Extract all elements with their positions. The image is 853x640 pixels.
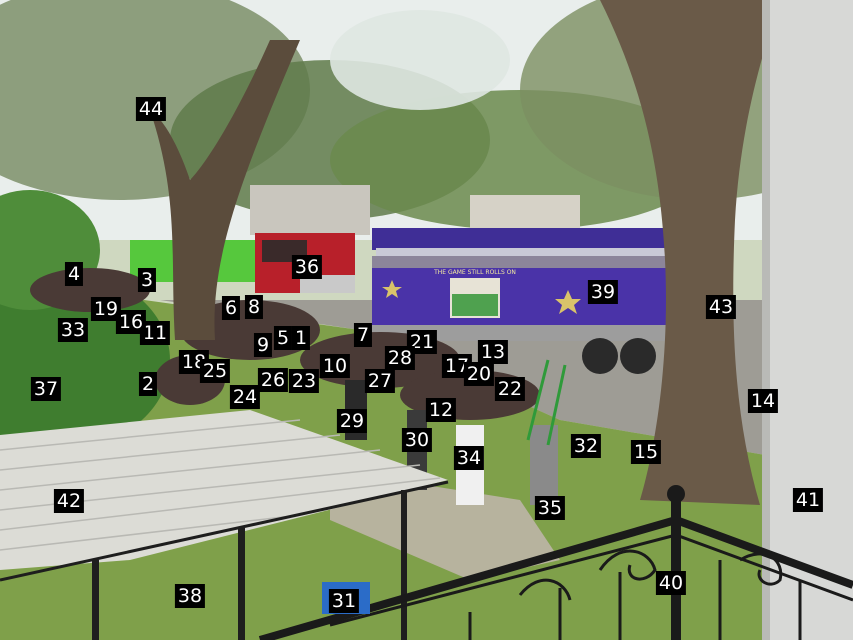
- label-23: 23: [288, 369, 320, 393]
- label-26: 26: [257, 368, 289, 392]
- label-44: 44: [135, 97, 167, 121]
- label-32: 32: [570, 434, 602, 458]
- sidewalk: [330, 470, 560, 580]
- label-29: 29: [336, 409, 368, 433]
- label-35: 35: [534, 496, 566, 520]
- label-10: 10: [319, 354, 351, 378]
- label-2: 2: [138, 372, 158, 396]
- purple-float: THE GAME STILL ROLLS ON: [372, 228, 668, 374]
- tree-trunk-right: [600, 0, 780, 505]
- porch-roof: [0, 410, 448, 570]
- label-14: 14: [747, 389, 779, 413]
- label-39: 39: [587, 280, 619, 304]
- label-33: 33: [57, 318, 89, 342]
- porch-post: [401, 490, 407, 640]
- label-40: 40: [655, 571, 687, 595]
- label-43: 43: [705, 295, 737, 319]
- ladder: [526, 359, 567, 446]
- label-5: 5: [273, 326, 293, 350]
- label-13: 13: [477, 340, 509, 364]
- label-27: 27: [364, 369, 396, 393]
- label-42: 42: [53, 489, 85, 513]
- label-37: 37: [30, 377, 62, 401]
- porch-post: [92, 560, 99, 640]
- porch-post: [238, 528, 245, 640]
- roof-edge: [0, 480, 449, 582]
- label-20: 20: [463, 362, 495, 386]
- label-34: 34: [453, 446, 485, 470]
- label-7: 7: [353, 323, 373, 347]
- label-41: 41: [792, 488, 824, 512]
- background-house: [250, 185, 370, 235]
- label-4: 4: [64, 262, 84, 286]
- label-8: 8: [244, 295, 264, 319]
- label-24: 24: [229, 385, 261, 409]
- label-9: 9: [253, 333, 273, 357]
- label-3: 3: [137, 268, 157, 292]
- label-38: 38: [174, 584, 206, 608]
- label-25: 25: [199, 359, 231, 383]
- tree-trunk-left: [150, 40, 300, 340]
- label-22: 22: [494, 377, 526, 401]
- label-12: 12: [425, 398, 457, 422]
- label-36: 36: [291, 255, 323, 279]
- label-6: 6: [221, 296, 241, 320]
- label-1: 1: [291, 326, 311, 350]
- label-28: 28: [384, 346, 416, 370]
- porch-column: [765, 0, 853, 640]
- label-30: 30: [401, 428, 433, 452]
- label-19: 19: [90, 297, 122, 321]
- iron-railing: [258, 485, 853, 640]
- label-15: 15: [630, 440, 662, 464]
- label-31: 31: [328, 589, 360, 613]
- float-sign-text: THE GAME STILL ROLLS ON: [433, 269, 516, 276]
